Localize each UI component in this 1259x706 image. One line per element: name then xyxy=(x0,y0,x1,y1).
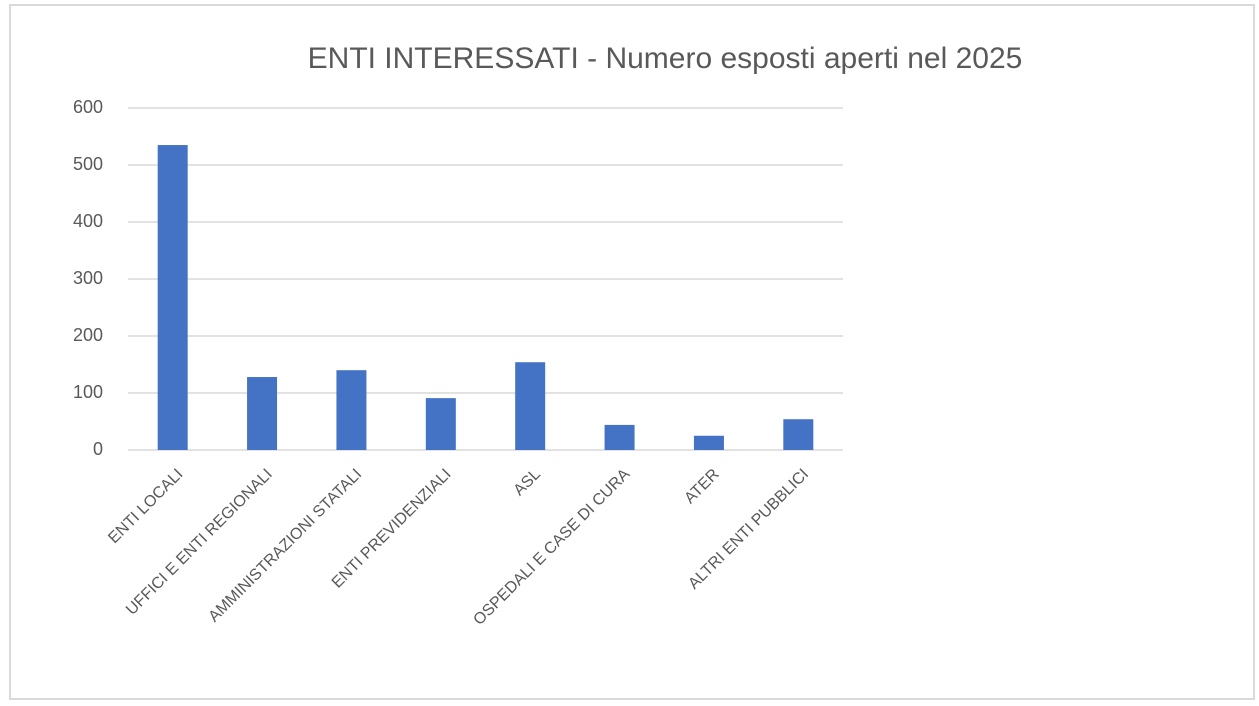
bar xyxy=(425,398,456,450)
y-tick-label: 600 xyxy=(73,97,103,117)
bar xyxy=(783,419,814,450)
bar xyxy=(157,145,188,451)
y-tick-label: 0 xyxy=(93,439,103,459)
bar xyxy=(247,377,278,450)
chart-frame xyxy=(9,4,1255,700)
y-tick-label: 400 xyxy=(73,211,103,231)
bar xyxy=(336,370,367,450)
bar xyxy=(693,435,724,450)
bar xyxy=(515,362,546,450)
y-tick-label: 100 xyxy=(73,382,103,402)
chart-title: ENTI INTERESSATI - Numero esposti aperti… xyxy=(308,42,1023,75)
y-tick-label: 200 xyxy=(73,325,103,345)
y-tick-label: 500 xyxy=(73,154,103,174)
bar xyxy=(604,424,635,450)
y-tick-label: 300 xyxy=(73,268,103,288)
